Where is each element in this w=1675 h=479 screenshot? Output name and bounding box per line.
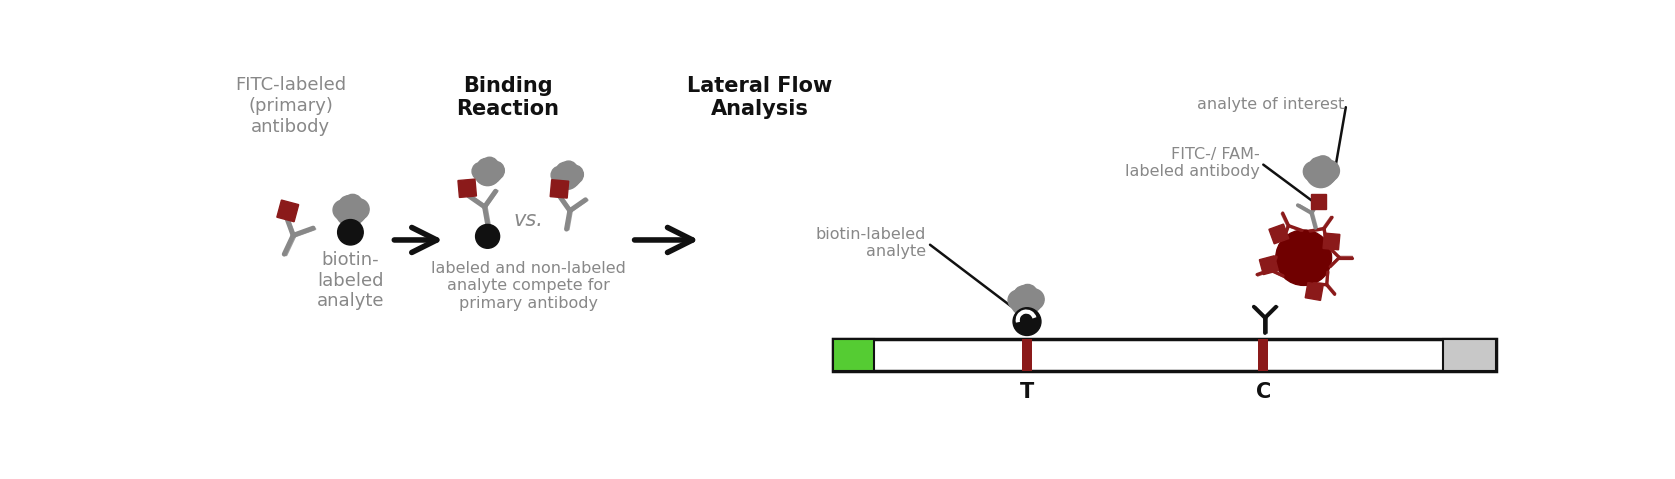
Bar xyxy=(832,339,1496,371)
Bar xyxy=(1260,256,1278,274)
Circle shape xyxy=(340,208,353,222)
Text: labeled and non-labeled
analyte compete for
primary antibody: labeled and non-labeled analyte compete … xyxy=(430,261,626,310)
Text: Lateral Flow
Analysis: Lateral Flow Analysis xyxy=(687,76,832,119)
Bar xyxy=(1305,283,1323,300)
Circle shape xyxy=(564,171,580,186)
Circle shape xyxy=(563,174,576,187)
Circle shape xyxy=(476,225,499,248)
Bar xyxy=(832,339,874,371)
Circle shape xyxy=(1008,290,1028,310)
Circle shape xyxy=(1012,295,1028,311)
Bar xyxy=(457,179,476,197)
Circle shape xyxy=(1276,230,1332,285)
Circle shape xyxy=(347,208,362,223)
Text: biotin-
labeled
analyte: biotin- labeled analyte xyxy=(317,251,384,310)
Text: C: C xyxy=(1256,382,1271,402)
Circle shape xyxy=(1303,161,1323,182)
Circle shape xyxy=(337,205,353,221)
Circle shape xyxy=(472,162,491,180)
Circle shape xyxy=(556,162,573,179)
Circle shape xyxy=(1318,160,1340,182)
Text: analyte of interest: analyte of interest xyxy=(1198,97,1345,112)
Circle shape xyxy=(1310,169,1325,184)
Circle shape xyxy=(333,200,353,220)
Circle shape xyxy=(1010,287,1040,316)
Circle shape xyxy=(559,161,578,178)
Circle shape xyxy=(1013,286,1032,304)
Text: FITC-/ FAM-
labeled antibody: FITC-/ FAM- labeled antibody xyxy=(1124,147,1260,179)
Circle shape xyxy=(1310,157,1328,175)
Circle shape xyxy=(477,169,491,182)
Circle shape xyxy=(338,219,363,245)
Bar xyxy=(1258,339,1268,371)
Circle shape xyxy=(348,205,365,222)
Circle shape xyxy=(486,161,504,180)
Text: T: T xyxy=(1020,382,1033,402)
Circle shape xyxy=(335,197,365,226)
Circle shape xyxy=(1318,167,1337,183)
Bar xyxy=(1310,194,1327,209)
Text: FITC-labeled
(primary)
antibody: FITC-labeled (primary) antibody xyxy=(235,76,347,136)
Circle shape xyxy=(348,199,368,220)
Circle shape xyxy=(1023,289,1044,310)
Circle shape xyxy=(476,167,489,181)
Circle shape xyxy=(553,163,580,190)
Bar xyxy=(1270,224,1288,244)
Circle shape xyxy=(1306,166,1323,182)
Circle shape xyxy=(474,160,501,186)
Circle shape xyxy=(477,159,494,175)
Circle shape xyxy=(1313,156,1333,175)
Circle shape xyxy=(343,194,362,213)
Circle shape xyxy=(1018,285,1037,304)
Circle shape xyxy=(1022,298,1037,313)
Bar xyxy=(276,200,298,222)
Text: Binding
Reaction: Binding Reaction xyxy=(456,76,559,119)
Circle shape xyxy=(1023,295,1040,312)
Circle shape xyxy=(556,173,570,186)
Bar xyxy=(549,180,570,198)
Circle shape xyxy=(1013,308,1040,335)
Circle shape xyxy=(484,170,497,183)
Circle shape xyxy=(486,167,501,182)
Circle shape xyxy=(1015,298,1028,312)
Bar xyxy=(1022,339,1032,371)
Bar xyxy=(1444,339,1496,371)
Circle shape xyxy=(1306,159,1335,188)
Circle shape xyxy=(564,165,583,184)
Circle shape xyxy=(338,196,357,214)
Text: vs.: vs. xyxy=(514,210,544,230)
Circle shape xyxy=(481,157,497,174)
Circle shape xyxy=(554,171,568,185)
Circle shape xyxy=(1317,170,1332,185)
Text: biotin-labeled
analyte: biotin-labeled analyte xyxy=(816,227,926,259)
Bar xyxy=(1323,233,1340,250)
Circle shape xyxy=(551,166,570,184)
